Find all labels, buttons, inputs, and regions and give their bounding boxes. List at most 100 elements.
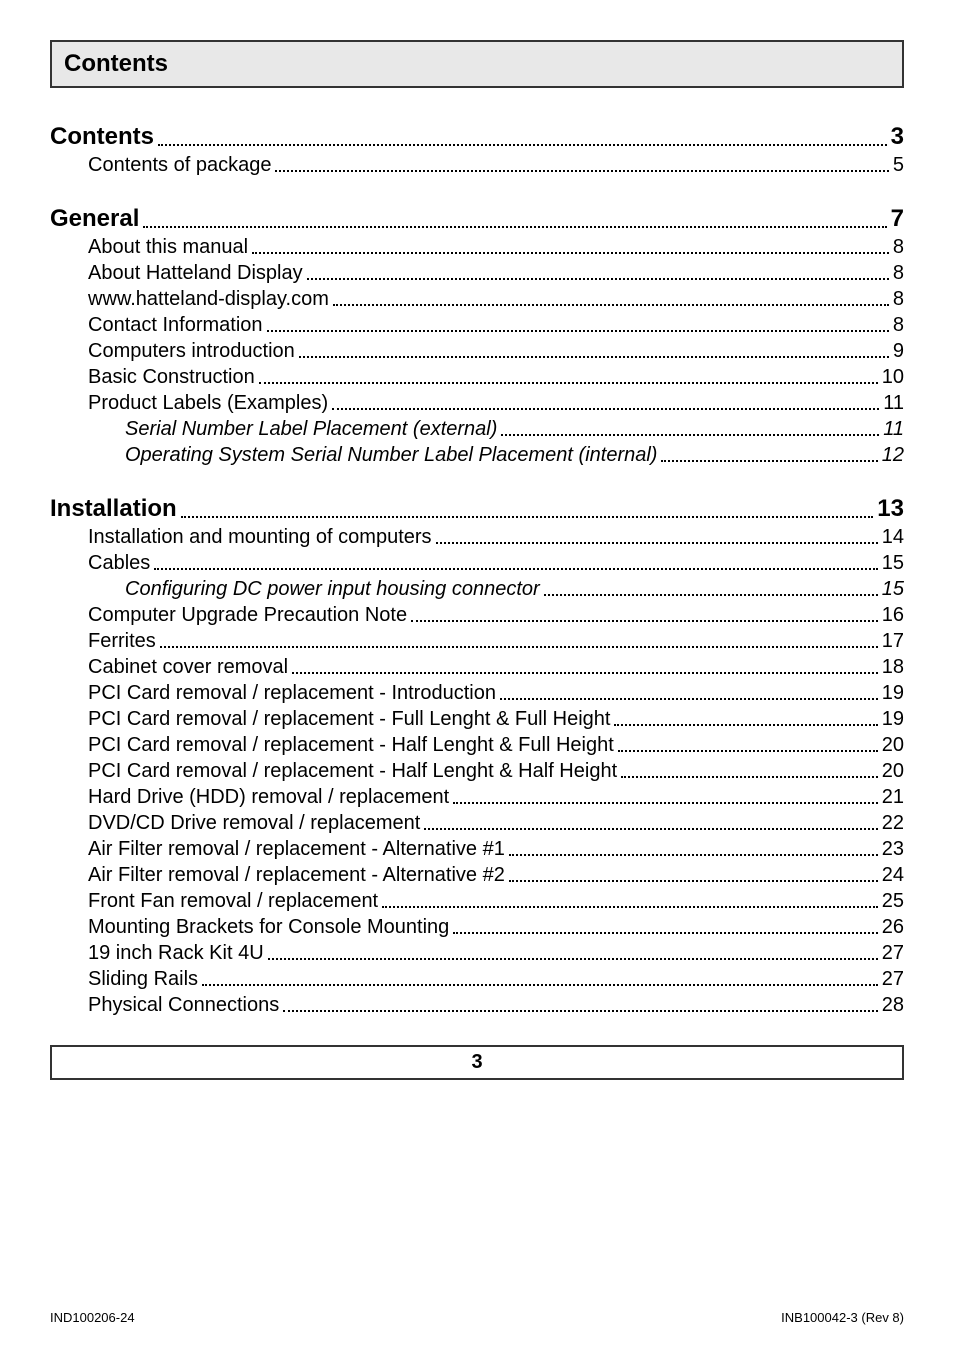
toc-dots: [158, 144, 887, 146]
toc-dots: [292, 672, 878, 674]
toc-page: 18: [882, 656, 904, 679]
toc-page: 25: [882, 890, 904, 913]
toc-label: Contact Information: [88, 314, 263, 337]
toc-label: Contents: [50, 123, 154, 151]
toc-label: About Hatteland Display: [88, 262, 303, 285]
toc-entry: Cables15: [50, 552, 904, 575]
toc-entry: Operating System Serial Number Label Pla…: [50, 444, 904, 467]
toc-page: 21: [882, 786, 904, 809]
toc-page: 26: [882, 916, 904, 939]
toc-page: 5: [893, 154, 904, 177]
toc-page: 17: [882, 630, 904, 653]
toc-page: 13: [877, 495, 904, 523]
toc-dots: [181, 516, 874, 518]
toc-section: Contents 3 Contents of package 5: [50, 123, 904, 177]
toc-entry: About this manual8: [50, 236, 904, 259]
toc-label: Contents of package: [88, 154, 271, 177]
toc-label: Air Filter removal / replacement - Alter…: [88, 864, 505, 887]
toc-dots: [424, 828, 877, 830]
toc-section: Installation 13 Installation and mounting …: [50, 495, 904, 1017]
toc-dots: [621, 776, 878, 778]
toc-dots: [411, 620, 878, 622]
toc-dots: [501, 434, 879, 436]
toc-label: Air Filter removal / replacement - Alter…: [88, 838, 505, 861]
toc-label: Computers introduction: [88, 340, 295, 363]
toc-label: DVD/CD Drive removal / replacement: [88, 812, 420, 835]
toc-entry: General7: [50, 205, 904, 233]
toc-dots: [283, 1010, 878, 1012]
toc-dots: [268, 958, 878, 960]
toc-label: PCI Card removal / replacement - Full Le…: [88, 708, 610, 731]
toc-label: Ferrites: [88, 630, 156, 653]
toc-page: 12: [882, 444, 904, 467]
toc-entry: Air Filter removal / replacement - Alter…: [50, 838, 904, 861]
page-number: 3: [471, 1051, 482, 1073]
page-number-box: 3: [50, 1045, 904, 1080]
footer-left: IND100206-24: [50, 1310, 135, 1325]
toc-page: 11: [883, 418, 904, 441]
toc-label: Installation: [50, 495, 177, 523]
toc-page: 22: [882, 812, 904, 835]
toc-page: 14: [882, 526, 904, 549]
toc-dots: [661, 460, 877, 462]
toc-entry: Ferrites 17: [50, 630, 904, 653]
toc-dots: [618, 750, 878, 752]
toc-page: 8: [893, 236, 904, 259]
toc-page: 8: [893, 288, 904, 311]
toc-entry: Contents of package 5: [50, 154, 904, 177]
toc-dots: [299, 356, 889, 358]
toc-page: 15: [882, 578, 904, 601]
toc-label: Cables: [88, 552, 150, 575]
toc-entry: PCI Card removal / replacement - Introdu…: [50, 682, 904, 705]
toc-entry: Physical Connections28: [50, 994, 904, 1017]
toc-page: 27: [882, 942, 904, 965]
toc-page: 23: [882, 838, 904, 861]
toc-page: 24: [882, 864, 904, 887]
toc-page: 11: [883, 392, 904, 415]
toc-page: 16: [882, 604, 904, 627]
toc-entry: Computers introduction9: [50, 340, 904, 363]
toc-entry: Mounting Brackets for Console Mounting 26: [50, 916, 904, 939]
toc-page: 3: [891, 123, 904, 151]
toc-label: Product Labels (Examples): [88, 392, 328, 415]
toc-dots: [332, 408, 879, 410]
toc-dots: [154, 568, 877, 570]
toc-entry: Air Filter removal / replacement - Alter…: [50, 864, 904, 887]
toc-dots: [544, 594, 878, 596]
toc-entry: DVD/CD Drive removal / replacement 22: [50, 812, 904, 835]
toc-entry: Serial Number Label Placement (external)…: [50, 418, 904, 441]
toc-dots: [143, 226, 886, 228]
toc-label: Cabinet cover removal: [88, 656, 288, 679]
toc-dots: [275, 170, 888, 172]
footer: IND100206-24 INB100042-3 (Rev 8): [50, 1310, 904, 1325]
toc-page: 20: [882, 760, 904, 783]
toc-dots: [160, 646, 878, 648]
toc-entry: Basic Construction10: [50, 366, 904, 389]
toc-dots: [382, 906, 878, 908]
toc-entry: Installation 13: [50, 495, 904, 523]
toc-label: General: [50, 205, 139, 233]
toc-entry: Installation and mounting of computers14: [50, 526, 904, 549]
toc-section: General7 About this manual8 About Hattelan…: [50, 205, 904, 467]
toc-label: Basic Construction: [88, 366, 255, 389]
toc-dots: [453, 802, 878, 804]
toc-label: PCI Card removal / replacement - Half Le…: [88, 760, 617, 783]
toc-entry: PCI Card removal / replacement - Half Le…: [50, 760, 904, 783]
toc-entry: Front Fan removal / replacement25: [50, 890, 904, 913]
toc-label: Mounting Brackets for Console Mounting: [88, 916, 449, 939]
toc-page: 27: [882, 968, 904, 991]
toc-page: 19: [882, 708, 904, 731]
toc-entry: PCI Card removal / replacement - Half Le…: [50, 734, 904, 757]
toc-entry: Hard Drive (HDD) removal / replacement 21: [50, 786, 904, 809]
toc-dots: [614, 724, 877, 726]
toc-label: Configuring DC power input housing conne…: [125, 578, 540, 601]
toc-label: Hard Drive (HDD) removal / replacement: [88, 786, 449, 809]
toc-page: 19: [882, 682, 904, 705]
toc-dots: [307, 278, 889, 280]
toc-dots: [259, 382, 878, 384]
toc-entry: Contents 3: [50, 123, 904, 151]
toc-label: Computer Upgrade Precaution Note: [88, 604, 407, 627]
title-box: Contents: [50, 40, 904, 88]
toc-dots: [436, 542, 878, 544]
toc-page: 20: [882, 734, 904, 757]
